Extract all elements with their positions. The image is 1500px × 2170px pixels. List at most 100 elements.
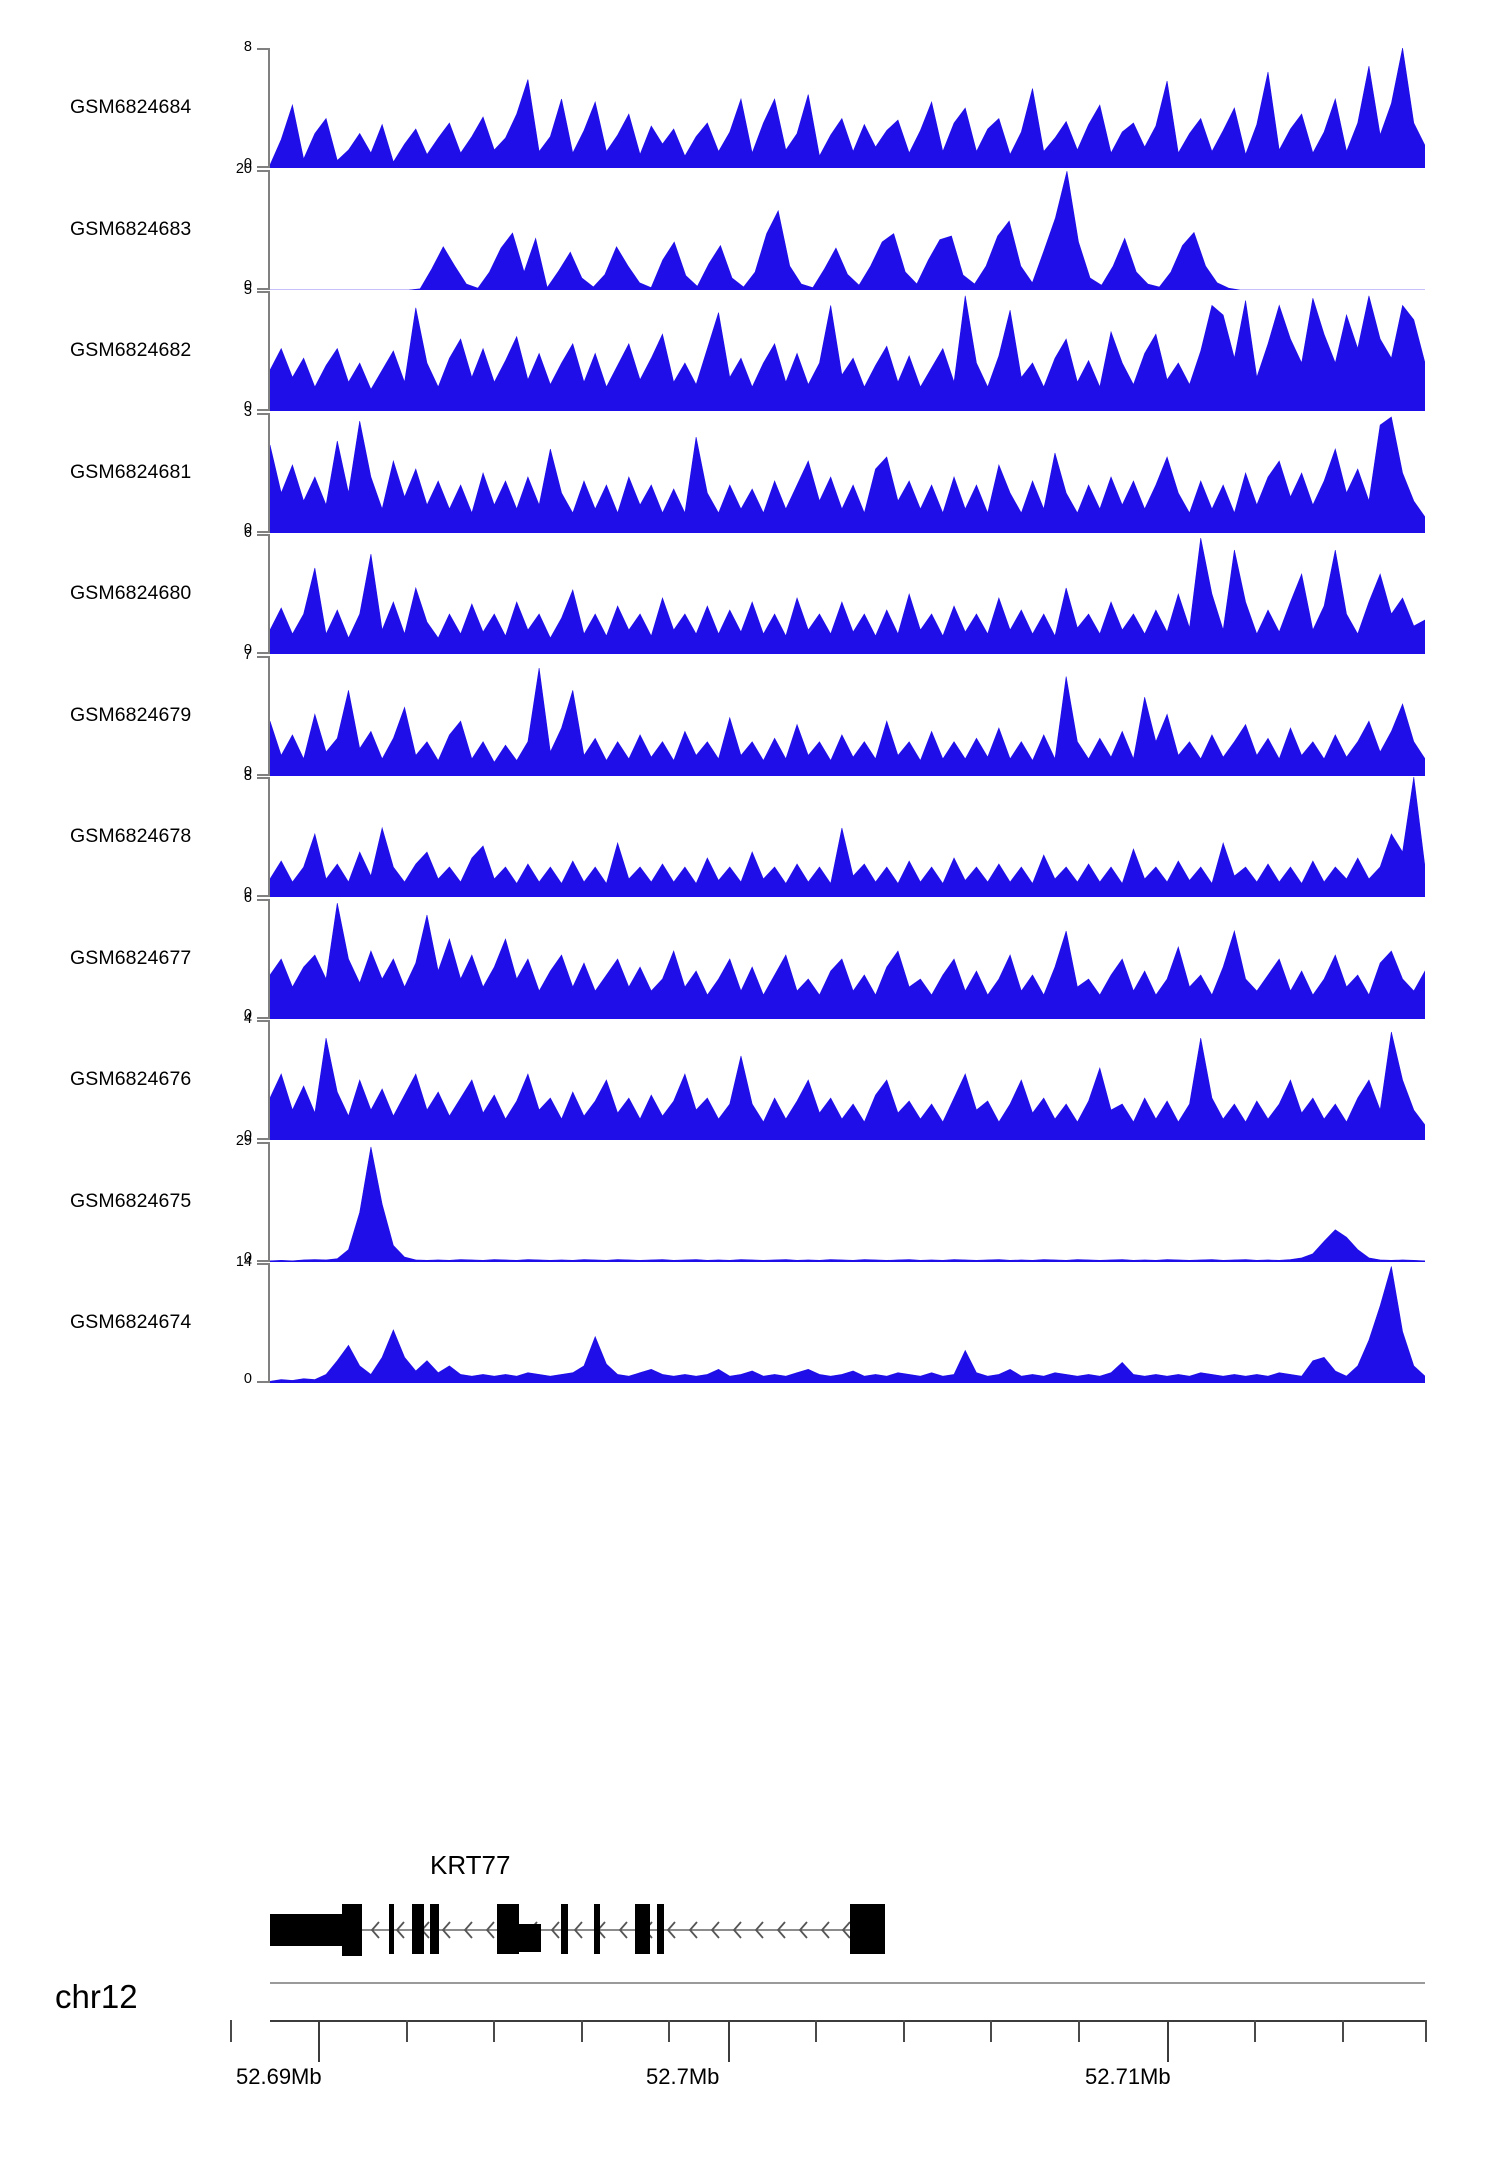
y-axis-min-label: 0 [243, 642, 252, 658]
signal-area-GSM6824675 [270, 1142, 1425, 1262]
signal-track[interactable]: GSM6824674 14 0 [0, 1254, 1500, 1387]
y-axis-max-tick [257, 655, 268, 658]
signal-track[interactable]: GSM6824682 5 0 [0, 282, 1500, 415]
y-axis-min-label: 0 [243, 277, 252, 294]
y-axis-max-label: 29 [235, 1132, 252, 1149]
y-axis-line [268, 169, 270, 290]
y-axis-min-tick [257, 773, 268, 776]
ruler-minor-tick [668, 2020, 670, 2042]
y-axis-max-label: 7 [243, 646, 252, 663]
track-label-GSM6824677: GSM6824677 [70, 946, 192, 969]
y-axis-max-tick [257, 898, 268, 901]
y-axis-min-tick [257, 530, 268, 533]
y-axis-max-tick [257, 534, 268, 536]
y-axis-min-tick [257, 895, 268, 897]
y-axis-max-label: 6 [243, 889, 252, 906]
signal-area-GSM6824678 [270, 777, 1425, 897]
signal-track[interactable]: GSM6824676 4 0 [0, 1011, 1500, 1144]
y-axis-min-tick [257, 652, 268, 654]
y-axis-min-label: 0 [243, 763, 252, 780]
signal-track[interactable]: GSM6824679 7 0 [0, 647, 1500, 780]
y-axis-max-label: 8 [243, 768, 252, 784]
y-axis-line [268, 412, 270, 533]
ruler-major-tick [1167, 2020, 1169, 2062]
signal-area-GSM6824679 [270, 656, 1425, 776]
y-axis-min-tick [257, 1381, 268, 1383]
ruler-rule-line [270, 1982, 1425, 1984]
ruler-label: 52.7Mb [646, 2064, 720, 2089]
ruler-minor-tick [493, 2020, 495, 2042]
y-axis-max-label: 14 [235, 1254, 252, 1270]
y-axis-min-tick [257, 1138, 268, 1140]
y-axis-max-tick [257, 777, 268, 779]
track-label-GSM6824678: GSM6824678 [70, 825, 192, 847]
y-axis-line [268, 1263, 270, 1383]
signal-area-GSM6824676 [270, 1020, 1425, 1140]
track-label-GSM6824683: GSM6824683 [70, 217, 192, 240]
ruler-minor-tick [581, 2020, 583, 2042]
ruler-minor-tick [406, 2020, 408, 2042]
signal-area-GSM6824681 [270, 413, 1425, 533]
y-axis-min-tick [257, 287, 268, 290]
signal-track[interactable]: GSM6824680 6 0 [0, 525, 1500, 658]
track-label-GSM6824679: GSM6824679 [70, 703, 192, 726]
gene-name-label: KRT77 [430, 1850, 511, 1880]
y-axis-min-tick [257, 1016, 268, 1019]
y-axis-max-tick [257, 1141, 268, 1144]
track-label-GSM6824675: GSM6824675 [70, 1189, 192, 1212]
y-axis-max-tick [257, 1020, 268, 1022]
signal-area-GSM6824677 [270, 899, 1425, 1019]
ruler-minor-tick [990, 2020, 992, 2042]
signal-area-GSM6824683 [270, 170, 1425, 290]
y-axis-max-tick [257, 48, 268, 50]
ruler-baseline [270, 2020, 1425, 2022]
y-axis-max-label: 3 [243, 403, 252, 420]
y-axis-min-label: 0 [243, 156, 252, 172]
y-axis-max-label: 6 [243, 525, 252, 541]
y-axis-max-label: 4 [243, 1011, 252, 1027]
signal-area-GSM6824674 [270, 1263, 1425, 1383]
signal-track[interactable]: GSM6824683 20 0 [0, 161, 1500, 294]
track-label-GSM6824680: GSM6824680 [70, 582, 192, 604]
y-axis-max-label: 5 [243, 282, 252, 298]
y-axis-line [268, 1141, 270, 1262]
track-label-GSM6824684: GSM6824684 [70, 96, 192, 118]
y-axis-line [268, 291, 270, 411]
signal-track[interactable]: GSM6824684 8 0 [0, 39, 1500, 172]
track-label-GSM6824676: GSM6824676 [70, 1068, 192, 1090]
signal-area-GSM6824682 [270, 291, 1425, 411]
y-axis-min-tick [257, 409, 268, 411]
track-label-GSM6824681: GSM6824681 [70, 460, 192, 483]
gene-model-glyph[interactable] [0, 1892, 1500, 1962]
ruler-minor-tick [1078, 2020, 1080, 2042]
ruler-minor-tick [1425, 2020, 1427, 2042]
y-axis-max-tick [257, 412, 268, 415]
chromosome-label: chr12 [55, 1978, 138, 2015]
y-axis-max-label: 20 [235, 160, 252, 177]
ruler-minor-tick [903, 2020, 905, 2042]
ruler-minor-tick [1342, 2020, 1344, 2042]
y-axis-line [268, 1020, 270, 1140]
track-label-GSM6824682: GSM6824682 [70, 339, 192, 361]
signal-track[interactable]: GSM6824678 8 0 [0, 768, 1500, 901]
signal-track[interactable]: GSM6824675 29 0 [0, 1133, 1500, 1266]
y-axis-min-tick [257, 166, 268, 168]
y-axis-min-label: 0 [243, 1128, 252, 1144]
y-axis-max-tick [257, 1263, 268, 1265]
track-label-GSM6824674: GSM6824674 [70, 1311, 192, 1333]
ruler-minor-tick [1254, 2020, 1256, 2042]
y-axis-min-label: 0 [243, 399, 252, 415]
y-axis-min-label: 0 [243, 1006, 252, 1023]
y-axis-min-label: 0 [243, 520, 252, 537]
ruler-label: 52.71Mb [1085, 2064, 1171, 2089]
signal-track[interactable]: GSM6824681 3 0 [0, 404, 1500, 537]
y-axis-line [268, 777, 270, 897]
signal-area-GSM6824684 [270, 48, 1425, 168]
ruler-minor-tick [230, 2020, 232, 2042]
y-axis-min-tick [257, 1259, 268, 1262]
y-axis-max-tick [257, 291, 268, 293]
signal-track[interactable]: GSM6824677 6 0 [0, 890, 1500, 1023]
ruler-minor-tick [815, 2020, 817, 2042]
ruler-major-tick [318, 2020, 320, 2062]
